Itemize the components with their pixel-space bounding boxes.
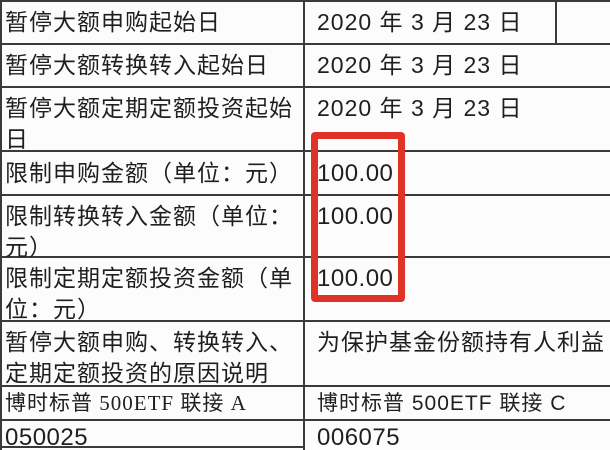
table-row: 暂停大额转换转入起始日 2020 年 3 月 23 日 [2,45,610,88]
value-cell: 100.00 [305,152,610,194]
value-cell: 2020 年 3 月 23 日 [305,2,610,43]
row-label: 暂停大额申购、转换转入、定期定额投资的原因说明 [5,330,293,387]
label-cell: 暂停大额申购、转换转入、定期定额投资的原因说明 [2,322,305,386]
fund-name-a: 博时标普 500ETF 联接 A [5,390,247,415]
row-label: 暂停大额定期定额投资起始日 [5,95,293,152]
amount-value: 100.00 [317,265,394,293]
table-row: 暂停大额定期定额投资起始日 2020 年 3 月 23 日 [2,87,610,152]
table-row: 博时标普 500ETF 联接 A 博时标普 500ETF 联接 C [2,387,610,421]
value-cell: 2020 年 3 月 23 日 [305,88,610,150]
date-value: 2020 年 3 月 23 日 [317,9,523,36]
value-cell: 100.00 [305,258,610,320]
fund-code-c: 006075 [317,424,401,450]
table-row: 暂停大额申购、转换转入、定期定额投资的原因说明 为保护基金份额持有人利益 [2,322,610,388]
reason-value: 为保护基金份额持有人利益 [317,329,605,356]
row-label: 暂停大额申购起始日 [5,10,221,36]
row-label: 暂停大额转换转入起始日 [5,53,269,79]
fund-name-c: 博时标普 500ETF 联接 C [317,391,567,415]
row-label: 限制转换转入金额（单位：元） [5,204,293,261]
label-cell: 限制申购金额（单位：元） [2,151,305,195]
table-border-stub [555,0,557,43]
value-cell: 100.00 [305,196,610,256]
amount-value: 100.00 [317,203,394,231]
label-cell: 暂停大额转换转入起始日 [2,45,305,86]
fund-code-a: 050025 [5,424,89,450]
value-cell: 博时标普 500ETF 联接 C [305,387,610,419]
label-cell: 限制转换转入金额（单位：元） [2,196,305,260]
row-label: 限制申购金额（单位：元） [5,160,293,186]
value-cell: 2020 年 3 月 23 日 [305,45,610,85]
amount-value: 100.00 [317,159,394,187]
label-cell: 暂停大额申购起始日 [2,2,305,44]
label-cell: 限制定期定额投资金额（单位：元） [2,258,305,322]
table-row: 050025 006075 [2,421,610,450]
value-cell: 006075 [305,421,610,450]
date-value: 2020 年 3 月 23 日 [317,52,523,79]
value-cell: 为保护基金份额持有人利益 [305,322,610,385]
label-cell: 暂停大额定期定额投资起始日 [2,87,305,152]
table-bottom-border [0,446,304,448]
date-value: 2020 年 3 月 23 日 [317,94,523,121]
table-row: 限制申购金额（单位：元） 100.00 [2,151,610,197]
label-cell: 博时标普 500ETF 联接 A [2,387,305,419]
table-row: 限制定期定额投资金额（单位：元） 100.00 [2,258,610,323]
table-row: 暂停大额申购起始日 2020 年 3 月 23 日 [2,2,610,46]
table-row: 限制转换转入金额（单位：元） 100.00 [2,196,610,260]
label-cell: 050025 [2,421,305,450]
row-label: 限制定期定额投资金额（单位：元） [5,266,293,323]
